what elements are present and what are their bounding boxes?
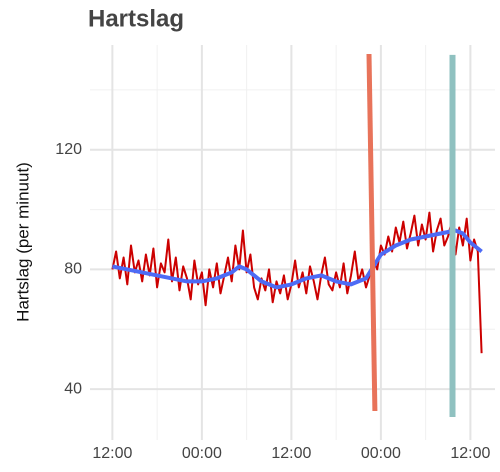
x-tick-label: 12:00 (92, 445, 132, 462)
y-tick-label: 80 (64, 261, 82, 278)
x-tick-label: 00:00 (182, 445, 222, 462)
y-axis-label: Hartslag (per minuut) (13, 162, 32, 322)
x-tick-label: 12:00 (271, 445, 311, 462)
y-tick-label: 40 (64, 380, 82, 397)
series-line (111, 211, 483, 354)
series-line (112, 228, 483, 290)
x-tick-label: 00:00 (361, 445, 401, 462)
series-line (366, 53, 378, 412)
y-tick-label: 120 (55, 141, 82, 158)
x-tick-label: 12:00 (450, 445, 490, 462)
chart-title: Hartslag (88, 5, 184, 32)
